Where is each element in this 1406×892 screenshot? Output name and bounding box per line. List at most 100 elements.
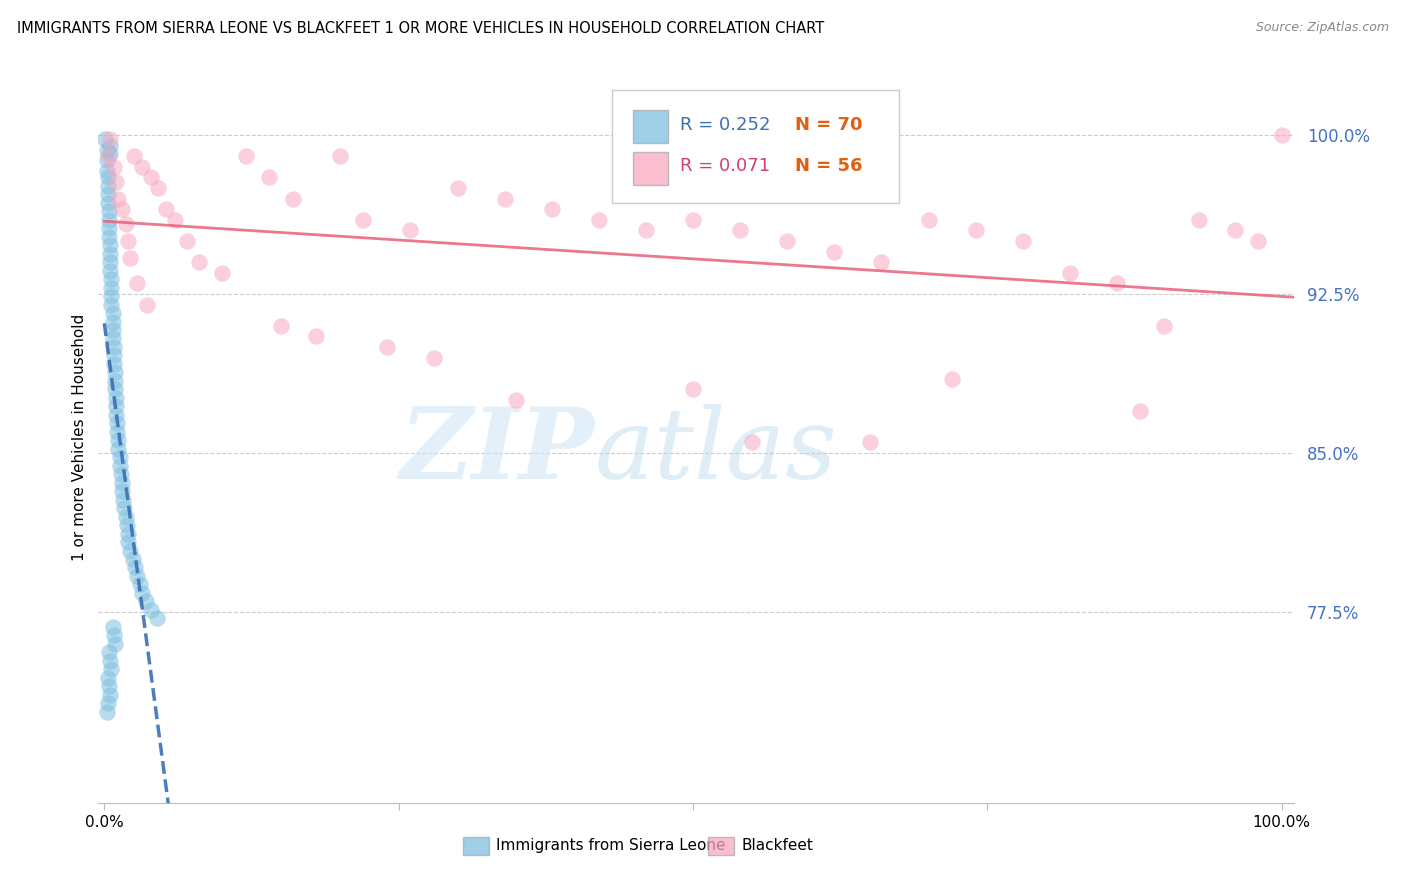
Point (823, 244, 845, 259)
Point (399, 223, 422, 237)
Point (1271, 128, 1294, 142)
Point (1153, 318, 1175, 333)
Point (352, 212, 374, 227)
Point (176, 234, 198, 248)
Text: R = 0.071: R = 0.071 (681, 158, 770, 176)
Point (96, 705, 118, 719)
Point (870, 255, 893, 269)
Point (94, 132, 117, 146)
Point (96, 143, 118, 157)
Point (104, 374, 127, 388)
Point (121, 552, 143, 566)
Point (98, 255, 121, 269)
Point (917, 212, 939, 227)
Point (107, 192, 129, 206)
Point (108, 458, 131, 473)
Point (728, 223, 751, 237)
Point (98, 204, 121, 219)
Point (101, 620, 124, 634)
Point (423, 351, 446, 365)
Point (98, 263, 121, 277)
Point (98, 138, 121, 153)
Point (120, 543, 142, 558)
Point (141, 603, 163, 617)
Point (98, 229, 121, 244)
Point (101, 331, 124, 345)
Point (634, 223, 657, 237)
Point (111, 475, 134, 490)
Point (375, 340, 398, 354)
Point (97, 170, 120, 185)
Point (148, 181, 170, 195)
Point (100, 662, 122, 676)
Point (122, 149, 145, 163)
Point (98, 147, 121, 161)
Bar (633, 110, 668, 143)
Point (98, 212, 121, 227)
Bar (633, 152, 668, 185)
Point (103, 348, 125, 362)
Point (965, 223, 987, 237)
Point (146, 611, 169, 625)
Point (105, 175, 128, 189)
Point (257, 170, 280, 185)
Point (97, 149, 120, 163)
Text: Blackfeet: Blackfeet (741, 838, 813, 854)
Point (120, 251, 142, 265)
Point (141, 170, 163, 185)
Bar (709, 838, 734, 855)
Point (105, 391, 128, 405)
Point (163, 212, 186, 227)
Point (114, 217, 136, 231)
Point (776, 234, 799, 248)
Point (103, 160, 125, 174)
Point (105, 417, 128, 431)
Point (111, 484, 134, 499)
Point (104, 383, 127, 397)
Point (270, 318, 292, 333)
Point (98, 238, 121, 252)
Point (97, 187, 120, 202)
Point (131, 160, 153, 174)
Bar (463, 838, 489, 855)
Point (103, 628, 125, 642)
Point (100, 280, 122, 294)
Point (1247, 234, 1270, 248)
Point (107, 442, 129, 456)
Point (104, 637, 127, 651)
Point (110, 467, 132, 482)
Point (105, 425, 128, 439)
Point (134, 594, 156, 608)
Point (97, 178, 120, 193)
Point (101, 323, 124, 337)
Point (100, 289, 122, 303)
Point (107, 434, 129, 448)
Text: N = 56: N = 56 (796, 158, 863, 176)
Point (235, 149, 257, 163)
Point (128, 577, 150, 591)
Point (115, 518, 138, 533)
Text: ZIP: ZIP (399, 403, 595, 500)
Point (741, 435, 763, 450)
Text: atlas: atlas (595, 404, 837, 500)
Point (124, 560, 146, 574)
Point (1129, 403, 1152, 417)
Point (101, 314, 124, 328)
Point (96, 164, 118, 178)
Text: N = 70: N = 70 (796, 116, 863, 134)
Point (98, 645, 121, 659)
FancyBboxPatch shape (613, 90, 900, 203)
Point (281, 192, 304, 206)
Point (131, 586, 153, 600)
Point (97, 671, 120, 685)
Point (494, 192, 516, 206)
Point (104, 366, 127, 380)
Point (1011, 234, 1033, 248)
Point (98, 132, 121, 146)
Point (98, 688, 121, 702)
Point (155, 202, 177, 216)
Point (127, 277, 149, 291)
Point (859, 435, 882, 450)
Point (100, 272, 122, 286)
Point (101, 306, 124, 320)
